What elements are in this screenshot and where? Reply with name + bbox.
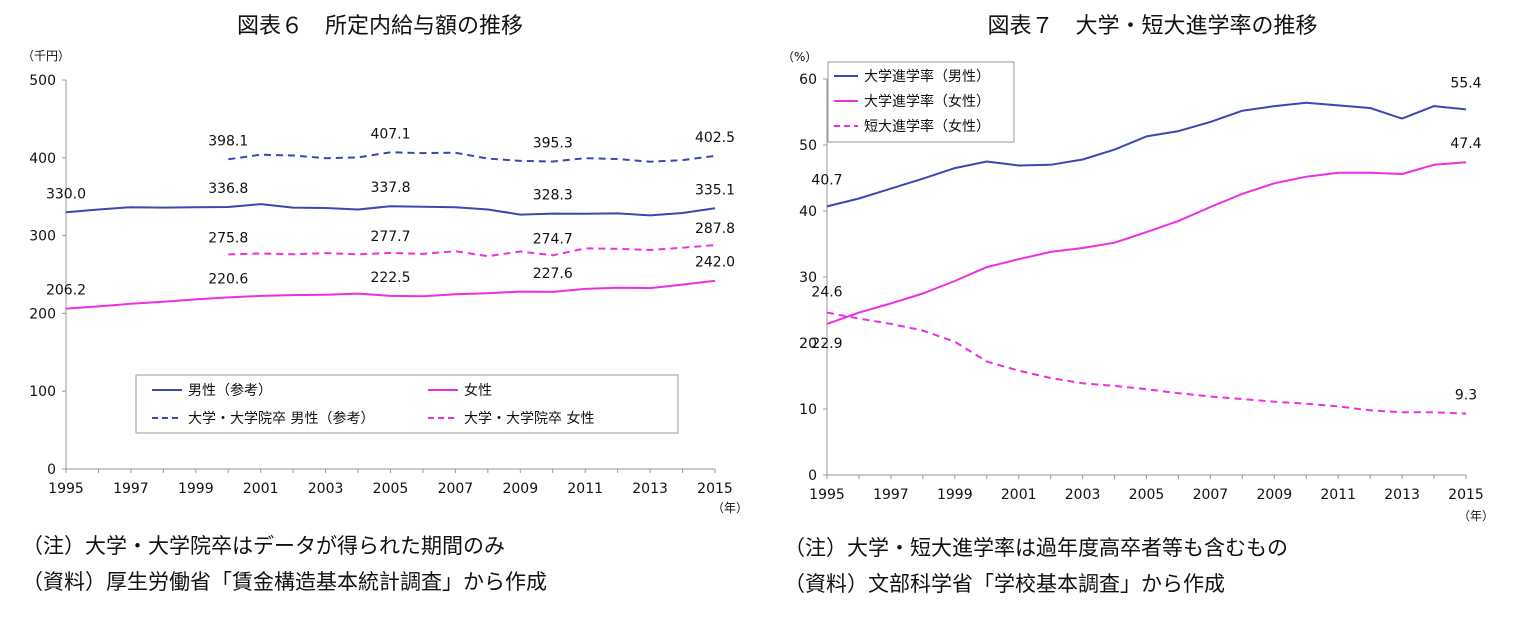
data-label: 9.3 — [1455, 388, 1477, 404]
chart-note: （注）大学・短大進学率は過年度高卒者等も含むもの — [784, 532, 1288, 562]
legend-box — [827, 61, 1015, 143]
x-tick-label: 1995 — [48, 481, 84, 497]
series-line-0 — [65, 203, 716, 217]
legend-label: 大学・大学院卒 女性 — [464, 410, 594, 427]
x-tick-label: 2011 — [1320, 487, 1356, 503]
chart-panel-enrollment: 図表７ 大学・短大進学率の推移 0 10 20 30 40 50 60 1995 1997 199… — [770, 0, 1535, 619]
chart-title: 図表６ 所定内給与額の推移 — [236, 14, 523, 39]
y-tick-label: 40 — [799, 204, 817, 220]
data-label: 277.7 — [370, 229, 410, 245]
x-tick-label: 2007 — [1193, 487, 1229, 503]
y-tick-label: 300 — [29, 229, 56, 245]
data-label: 330.0 — [46, 186, 86, 202]
series-line-2 — [826, 311, 1467, 415]
y-tick-label: 0 — [808, 468, 817, 484]
series-line-2 — [228, 151, 716, 163]
x-tick-label: 2011 — [567, 481, 603, 497]
data-label: 47.4 — [1450, 136, 1481, 152]
source-text: （資料）厚生労働省「賃金構造基本統計調査」から作成 — [22, 570, 547, 594]
x-tick-label: 1995 — [809, 487, 845, 503]
legend-label: 大学進学率（女性） — [864, 93, 990, 110]
data-label: 55.4 — [1450, 75, 1481, 91]
x-tick-label: 1999 — [937, 487, 973, 503]
x-tick-label: 2009 — [502, 481, 538, 497]
y-axis-label: （千円） — [22, 49, 70, 63]
data-label: 227.6 — [533, 266, 573, 282]
y-tick-label: 0 — [47, 462, 56, 478]
data-label: 222.5 — [370, 270, 410, 286]
y-tick-label: 60 — [799, 72, 817, 88]
note-text: （注）大学・短大進学率は過年度高卒者等も含むもの — [784, 536, 1288, 560]
legend-label: 短大進学率（女性） — [864, 118, 990, 135]
chart-source: （資料）厚生労働省「賃金構造基本統計調査」から作成 — [22, 566, 547, 596]
series-line-1 — [826, 161, 1467, 325]
legend-label: 男性（参考） — [188, 382, 272, 399]
y-tick-label: 50 — [799, 138, 817, 154]
y-tick-label: 30 — [799, 270, 817, 286]
data-label: 328.3 — [533, 188, 573, 204]
chart-source: （資料）文部科学省「学校基本調査」から作成 — [784, 568, 1225, 598]
data-label: 395.3 — [533, 135, 573, 151]
x-axis-label: （年） — [712, 501, 748, 515]
x-tick-label: 2013 — [632, 481, 668, 497]
chart-title: 図表７ 大学・短大進学率の推移 — [987, 14, 1318, 39]
x-tick-label: 2001 — [1001, 487, 1037, 503]
data-label: 22.9 — [811, 336, 842, 352]
salary-line-chart: 0 100 200 300 400 500 1995 1997 1999 2001 2003 2005… — [22, 49, 748, 515]
chart-note: （注）大学・大学院卒はデータが得られた期間のみ — [22, 530, 505, 560]
data-label: 40.7 — [811, 172, 842, 188]
x-tick-label: 2009 — [1256, 487, 1292, 503]
x-tick-label: 2005 — [1129, 487, 1165, 503]
x-tick-label: 2007 — [438, 481, 474, 497]
x-tick-label: 1997 — [113, 481, 149, 497]
y-tick-label: 100 — [29, 384, 56, 400]
note-text: （注）大学・大学院卒はデータが得られた期間のみ — [22, 534, 505, 558]
y-tick-label: 500 — [29, 73, 56, 89]
y-tick-label: 200 — [29, 306, 56, 322]
source-text: （資料）文部科学省「学校基本調査」から作成 — [784, 572, 1225, 596]
data-label: 206.2 — [46, 283, 86, 299]
data-label: 398.1 — [208, 133, 248, 149]
data-label: 274.7 — [533, 231, 573, 247]
data-label: 220.6 — [208, 271, 248, 287]
data-label: 336.8 — [208, 181, 248, 197]
data-label: 337.8 — [370, 180, 410, 196]
data-label: 287.8 — [695, 221, 735, 237]
x-tick-label: 2003 — [1065, 487, 1101, 503]
x-tick-label: 2005 — [373, 481, 409, 497]
x-tick-label: 1999 — [178, 481, 214, 497]
legend-label: 大学・大学院卒 男性（参考） — [188, 410, 374, 427]
x-tick-label: 2003 — [308, 481, 344, 497]
legend-label: 大学進学率（男性） — [864, 68, 990, 85]
x-tick-label: 2001 — [243, 481, 279, 497]
enrollment-line-chart: 0 10 20 30 40 50 60 1995 1997 1999 2001 2003 2005 200… — [782, 50, 1494, 523]
x-tick-label: 2015 — [697, 481, 733, 497]
x-tick-label: 2013 — [1384, 487, 1420, 503]
y-tick-label: 400 — [29, 151, 56, 167]
x-tick-label: 1997 — [873, 487, 909, 503]
series-line-3 — [228, 244, 716, 258]
data-label: 402.5 — [695, 130, 735, 146]
data-label: 335.1 — [695, 182, 735, 198]
data-label: 242.0 — [695, 255, 735, 271]
y-axis-label: （%） — [782, 50, 817, 64]
data-label: 275.8 — [208, 230, 248, 246]
data-label: 24.6 — [811, 285, 842, 301]
x-axis-label: （年） — [1458, 509, 1494, 523]
y-tick-label: 10 — [799, 402, 817, 418]
chart-panel-salary: 図表６ 所定内給与額の推移 0 100 200 300 400 500 1995 1997 19… — [0, 0, 760, 619]
data-label: 407.1 — [370, 126, 410, 142]
legend-box — [135, 374, 679, 434]
series-line-1 — [65, 279, 716, 310]
legend-label: 女性 — [464, 382, 492, 399]
y-tick-label: 20 — [799, 336, 817, 352]
series-line-0 — [826, 101, 1467, 208]
x-tick-label: 2015 — [1448, 487, 1484, 503]
